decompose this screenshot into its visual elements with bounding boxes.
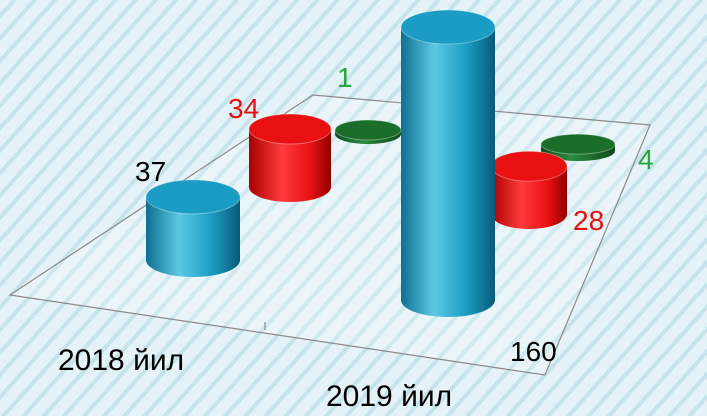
bar-body [401, 27, 495, 317]
category-label-2018: 2018 йил [58, 344, 185, 377]
bar-top [334, 119, 402, 141]
data-label: 4 [638, 144, 654, 175]
bar-blue-2019 [400, 9, 496, 317]
bar-top [490, 150, 568, 182]
bar-red-2019 [490, 150, 568, 229]
bar-green-2018 [334, 119, 402, 144]
bar-top [145, 179, 241, 215]
bar-blue-2018 [145, 179, 241, 277]
bar-top [540, 133, 616, 155]
bar-body [491, 166, 567, 229]
data-label: 28 [573, 205, 605, 236]
bar-top [248, 113, 332, 145]
bar-body [249, 129, 331, 202]
data-label: 37 [135, 156, 167, 187]
bar-body [146, 196, 240, 277]
data-label: 160 [510, 336, 557, 367]
bar-red-2018 [248, 113, 332, 202]
bar-top [400, 9, 496, 45]
data-label: 34 [228, 93, 260, 124]
bar-green-2019 [540, 133, 616, 161]
category-label-2019: 2019 йил [326, 380, 453, 413]
data-label: 1 [337, 62, 353, 93]
